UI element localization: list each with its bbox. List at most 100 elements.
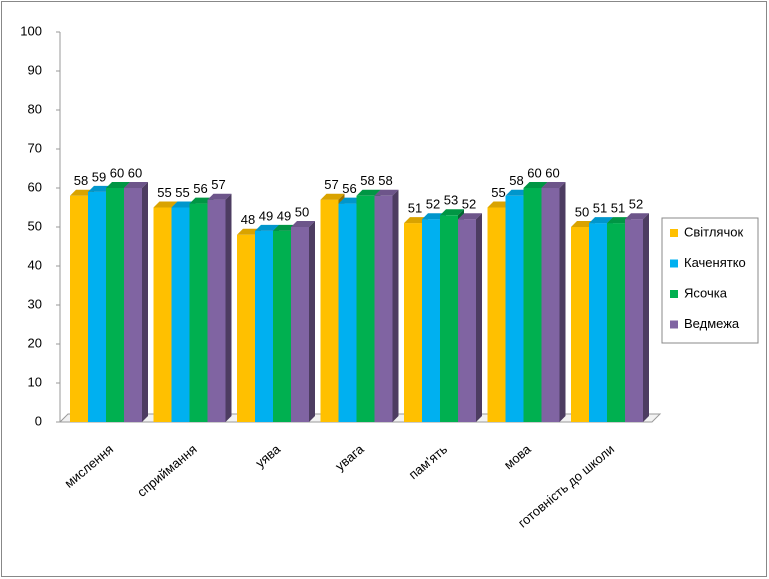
bar [458, 213, 482, 422]
bar [541, 182, 566, 422]
bar [124, 182, 148, 422]
legend-label: Світлячок [684, 224, 743, 239]
legend-label: Ведмежа [684, 316, 740, 331]
bar-top [541, 182, 566, 188]
legend-swatch [670, 290, 678, 298]
y-tick-label: 80 [28, 101, 42, 116]
y-tick-label: 30 [28, 296, 42, 311]
bar-side [142, 182, 148, 422]
bar-front [374, 195, 393, 422]
data-label: 48 [241, 212, 255, 227]
bar-top [124, 182, 148, 188]
bar [207, 193, 232, 422]
bar-front [88, 191, 106, 422]
bar-top [440, 209, 464, 216]
bar-front [237, 234, 255, 422]
bar-side [643, 213, 649, 422]
bar-front [338, 203, 357, 422]
data-label: 53 [444, 193, 458, 208]
data-label: 60 [110, 165, 124, 180]
legend-label: Ясочка [684, 285, 728, 300]
data-label: 51 [611, 201, 625, 216]
data-label: 59 [92, 169, 106, 184]
bar-front [589, 223, 607, 422]
data-label: 50 [295, 204, 309, 219]
data-label: 57 [211, 177, 225, 192]
data-label: 51 [593, 201, 607, 216]
data-label: 55 [491, 185, 505, 200]
bar-front [153, 207, 172, 422]
data-label: 49 [259, 208, 273, 223]
bar-front [273, 230, 291, 422]
bar-top [523, 182, 548, 188]
data-label: 58 [360, 173, 374, 188]
bar-front [541, 188, 560, 422]
bar-top [589, 217, 613, 224]
data-label: 56 [193, 181, 207, 196]
data-label: 57 [324, 177, 338, 192]
bar-front [189, 203, 208, 422]
data-label: 49 [277, 208, 291, 223]
legend-label: Каченятко [684, 255, 746, 270]
data-label: 56 [342, 181, 356, 196]
bar-top [320, 193, 345, 200]
data-label: 60 [527, 165, 541, 180]
bar-front [505, 195, 524, 422]
y-tick-label: 50 [28, 218, 42, 233]
bar-side [392, 189, 399, 422]
bar-side [309, 221, 315, 422]
y-tick-label: 0 [35, 413, 42, 428]
bar-front [487, 207, 506, 422]
legend-swatch [670, 320, 678, 329]
bar-front [607, 223, 625, 422]
data-label: 60 [545, 165, 559, 180]
data-label: 58 [378, 173, 392, 188]
bar-front [124, 188, 142, 422]
bar-top [625, 213, 649, 220]
legend-swatch [670, 229, 678, 237]
data-label: 52 [426, 197, 440, 212]
bar-front [356, 195, 375, 422]
bar-top [458, 213, 482, 220]
y-tick-label: 100 [20, 23, 42, 38]
y-tick-label: 60 [28, 179, 42, 194]
bar-front [291, 227, 309, 422]
bar-front [106, 188, 124, 422]
data-label: 60 [128, 165, 142, 180]
y-tick-label: 10 [28, 374, 42, 389]
data-label: 52 [462, 197, 476, 212]
legend-swatch [670, 259, 678, 268]
bar-front [404, 223, 422, 422]
bar-front [422, 219, 440, 422]
bar-front [207, 199, 226, 422]
bar-top [153, 201, 178, 208]
bar-front [458, 219, 476, 422]
bar-front [320, 199, 339, 422]
y-tick-label: 70 [28, 140, 42, 155]
bar-top [291, 221, 315, 227]
bar-front [70, 195, 88, 422]
data-label: 55 [157, 185, 171, 200]
bar-front [171, 207, 190, 422]
bar-side [559, 182, 566, 422]
y-tick-label: 20 [28, 335, 42, 350]
bar-front [523, 188, 542, 422]
data-label: 58 [509, 173, 523, 188]
bar [625, 213, 649, 422]
bar-top [106, 182, 130, 188]
bar-top [356, 189, 381, 196]
bar-top [374, 189, 399, 196]
bar [374, 189, 399, 422]
y-tick-label: 90 [28, 62, 42, 77]
bar [291, 221, 315, 422]
data-label: 52 [629, 197, 643, 212]
data-label: 50 [575, 204, 589, 219]
data-label: 55 [175, 185, 189, 200]
data-label: 58 [74, 173, 88, 188]
bar-top [207, 193, 232, 200]
bar-front [255, 230, 273, 422]
bar-front [625, 219, 643, 422]
y-tick-label: 40 [28, 257, 42, 272]
bar-front [440, 215, 458, 422]
